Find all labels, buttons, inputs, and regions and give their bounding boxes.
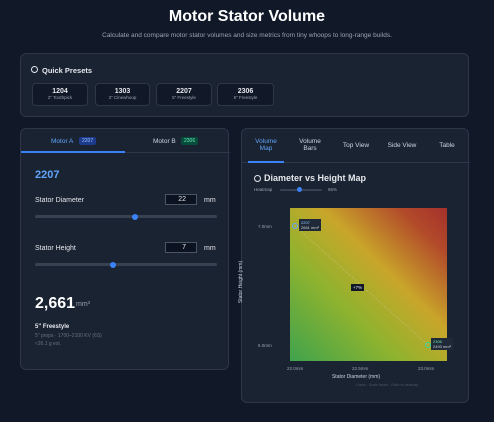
tab[interactable]: Table bbox=[439, 142, 455, 149]
preset[interactable]: 2306 5" Freestyle bbox=[217, 83, 274, 106]
x-axis-label: Stator Diameter (mm) bbox=[331, 374, 381, 380]
x-tick-label: 23.0mm bbox=[418, 366, 435, 371]
point-marker[interactable] bbox=[425, 342, 431, 348]
point-name: 2306 bbox=[433, 339, 442, 344]
preset-label: 3" Cinewhoop bbox=[108, 95, 137, 100]
tab[interactable]: Volume Map bbox=[248, 138, 284, 163]
tab[interactable]: Motor A 2207 bbox=[21, 129, 125, 153]
point-label: 2207 2661 mm³ bbox=[299, 219, 322, 231]
badge: 2207 bbox=[79, 137, 97, 145]
preset-label: 5" Freestyle bbox=[233, 95, 258, 100]
slider-knob[interactable] bbox=[297, 187, 302, 192]
detail: ≈26.1 g est. bbox=[35, 341, 62, 347]
y-tick-label: 7.0mm bbox=[258, 224, 272, 229]
preset[interactable]: 1303 3" Cinewhoop bbox=[95, 83, 150, 106]
preset-label: 5" Freestyle bbox=[172, 95, 196, 100]
map-panel: Volume Map Volume Bars Top View Side Vie… bbox=[238, 128, 470, 403]
field-label: Stator Diameter bbox=[35, 197, 85, 204]
map-title: Diameter vs Height Map bbox=[264, 173, 367, 183]
presets-panel: Quick Presets 1204 2" Toothpick 1303 3" Ci… bbox=[20, 53, 469, 117]
preset-code: 2207 bbox=[176, 88, 192, 95]
tab[interactable]: Volume Bars bbox=[299, 138, 321, 152]
class-name: 5" Freestyle bbox=[35, 324, 70, 330]
unit: mm bbox=[204, 245, 216, 252]
unit: mm bbox=[204, 197, 216, 204]
volume-unit: mm³ bbox=[76, 301, 90, 308]
slider[interactable] bbox=[35, 213, 217, 220]
tab-label: Motor A bbox=[51, 138, 74, 145]
preset-label: 2" Toothpick bbox=[47, 95, 73, 100]
preset-code: 1204 bbox=[52, 88, 68, 95]
heatmap-label: Heatmap bbox=[254, 187, 273, 192]
footnote: Linear · Scale bands · Ratio vs heatmap bbox=[356, 383, 419, 387]
input[interactable]: 22 bbox=[165, 194, 197, 205]
preset[interactable]: 1204 2" Toothpick bbox=[32, 83, 88, 106]
tab-bar bbox=[242, 129, 470, 163]
motor-heading: 2207 bbox=[35, 169, 60, 181]
point-volume: 2493 mm³ bbox=[433, 344, 452, 349]
connector bbox=[294, 225, 429, 346]
icon bbox=[31, 66, 38, 73]
y-tick-label: 6.0mm bbox=[258, 343, 272, 348]
x-tick-label: 22.0mm bbox=[287, 366, 304, 371]
field-label: Stator Height bbox=[35, 245, 76, 252]
preset-code: 2306 bbox=[237, 88, 254, 95]
preset[interactable]: 2207 5" Freestyle bbox=[156, 83, 212, 106]
tab[interactable]: Side View bbox=[387, 142, 417, 149]
delta-label: +7% bbox=[351, 284, 365, 291]
preset-code: 1303 bbox=[114, 88, 131, 95]
presets-title: Quick Presets bbox=[42, 66, 93, 75]
input[interactable]: 7 bbox=[165, 242, 197, 253]
badge: 2306 bbox=[181, 137, 199, 145]
volume: 2,661 bbox=[35, 295, 76, 312]
title: Motor Stator Volume bbox=[168, 8, 326, 25]
slider-knob[interactable] bbox=[132, 213, 138, 220]
icon bbox=[254, 175, 261, 182]
heatmap bbox=[290, 208, 447, 361]
motor-panel: Motor A 2207 Motor B 2306 2207 Stator Di… bbox=[20, 128, 230, 370]
point-volume: 2661 mm³ bbox=[301, 225, 320, 230]
slider[interactable] bbox=[280, 187, 322, 192]
slider-knob[interactable] bbox=[110, 261, 116, 268]
subtitle: Calculate and compare motor stator volum… bbox=[102, 32, 392, 39]
point-marker[interactable] bbox=[292, 223, 298, 229]
heatmap-value: 65% bbox=[328, 187, 338, 192]
tab-label: Motor B bbox=[153, 138, 176, 145]
tab[interactable]: Top View bbox=[342, 142, 370, 149]
point-label: 2306 2493 mm³ bbox=[431, 338, 454, 350]
point-name: 2207 bbox=[301, 220, 310, 225]
detail: 5" props · 1700–2100 KV (6S) bbox=[35, 333, 102, 339]
tab[interactable]: Motor B 2306 bbox=[125, 129, 230, 153]
x-tick-label: 22.5mm bbox=[352, 366, 369, 371]
slider[interactable] bbox=[35, 261, 217, 268]
